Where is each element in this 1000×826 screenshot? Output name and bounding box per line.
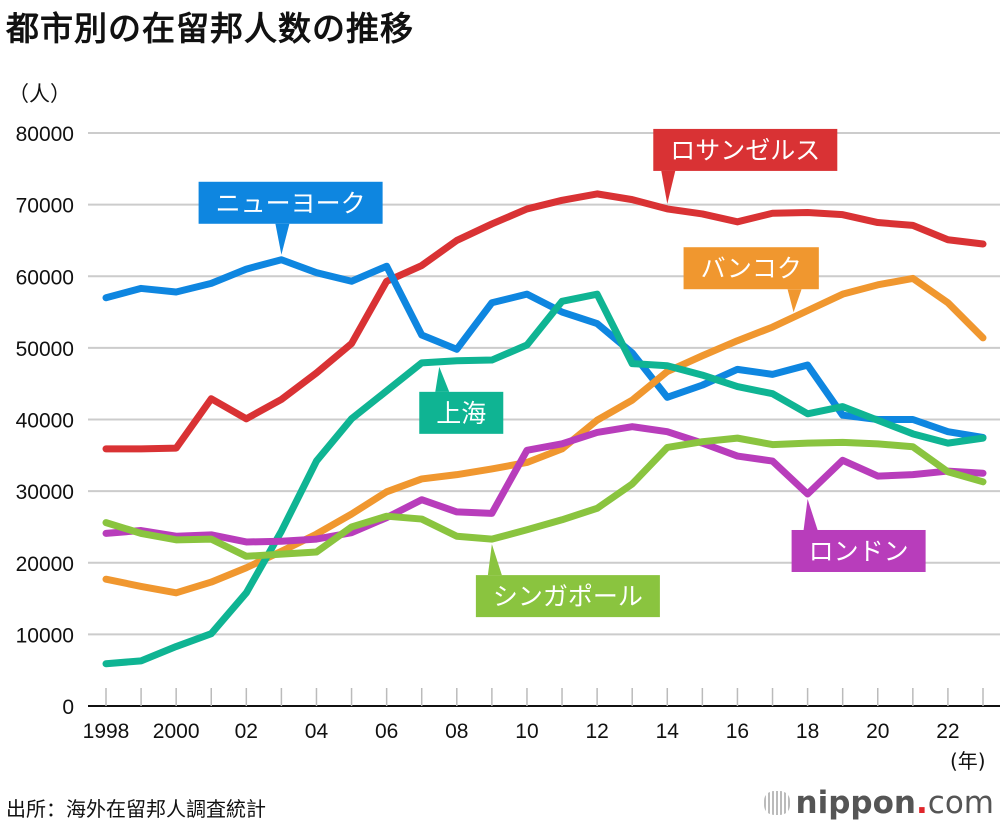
series-line-london	[102, 423, 987, 546]
y-tick-label: 20000	[16, 553, 74, 576]
x-tick-label: 06	[375, 720, 398, 743]
x-axis: 1998 2000 02 04 06 08 10 12 14 16 18 20 22	[83, 688, 1000, 743]
callout-box	[419, 391, 504, 434]
y-tick-label: 50000	[16, 338, 74, 361]
y-tick-label: 60000	[16, 266, 74, 289]
logo-dot: .	[916, 785, 928, 821]
series-line-singapore	[102, 434, 987, 560]
y-axis-unit: （人）	[8, 82, 71, 106]
nippon-logo: nippon.com	[763, 785, 994, 821]
callout-los-angeles: ロサンゼルス	[653, 128, 838, 204]
x-tick-label: 16	[726, 720, 749, 743]
y-tick-label: 40000	[16, 410, 74, 433]
series-line-bangkok	[102, 274, 987, 597]
x-tick-label: 20	[866, 720, 889, 743]
x-tick-label: 02	[235, 720, 258, 743]
y-tick-label: 0	[62, 696, 74, 719]
callout-pointer	[275, 223, 290, 255]
x-tick-label: 10	[515, 720, 538, 743]
callout-label: ニューヨーク	[216, 189, 366, 218]
logo-suffix: com	[927, 785, 994, 821]
callout-box	[198, 181, 383, 224]
callout-label: シンガポール	[493, 582, 643, 611]
x-tick-label: 22	[936, 720, 959, 743]
callout-box	[653, 128, 838, 171]
callout-box	[683, 247, 819, 290]
callout-label: ロンドン	[809, 537, 909, 566]
callout-singapore: シンガポール	[475, 544, 660, 618]
y-axis-ticks: 0 10000 20000 30000 40000 50000 60000 70000 8000…	[16, 123, 74, 719]
callout-pointer	[435, 366, 450, 392]
sound-bars-icon	[763, 791, 790, 815]
callout-pointer	[803, 498, 818, 530]
x-tick-label: 1998	[83, 720, 130, 743]
series-lines	[102, 190, 987, 668]
x-tick-label: 14	[656, 720, 680, 743]
chart-title: 都市別の在留邦人数の推移	[6, 9, 414, 48]
y-tick-label: 80000	[16, 123, 74, 146]
x-axis-unit: (年)	[950, 749, 986, 773]
x-tick-label: 08	[445, 720, 468, 743]
callout-box	[475, 575, 660, 618]
source-note: 出所：海外在留邦人調査統計	[6, 797, 266, 821]
callout-shanghai: 上海	[419, 366, 504, 434]
grid-lines	[88, 132, 1000, 636]
callout-pointer	[787, 289, 802, 313]
logo-brand: nippon	[795, 785, 916, 821]
callout-label: 上海	[436, 399, 486, 428]
y-tick-label: 10000	[16, 624, 74, 647]
callout-pointer	[661, 170, 676, 204]
callout-label: ロサンゼルス	[670, 136, 820, 165]
callout-new-york: ニューヨーク	[198, 181, 383, 255]
x-tick-label: 2000	[153, 720, 200, 743]
x-tick-label: 12	[585, 720, 608, 743]
series-line-los-angeles	[102, 190, 987, 453]
series-line-shanghai	[102, 290, 987, 668]
callout-label: バンコク	[701, 254, 802, 283]
y-tick-label: 30000	[16, 481, 74, 504]
callout-bangkok: バンコク	[683, 247, 819, 313]
x-tick-label: 18	[796, 720, 819, 743]
callout-box	[791, 529, 926, 572]
callout-pointer	[487, 544, 502, 576]
x-tick-label: 04	[305, 720, 329, 743]
y-tick-label: 70000	[16, 195, 74, 218]
callout-london: ロンドン	[791, 498, 926, 572]
